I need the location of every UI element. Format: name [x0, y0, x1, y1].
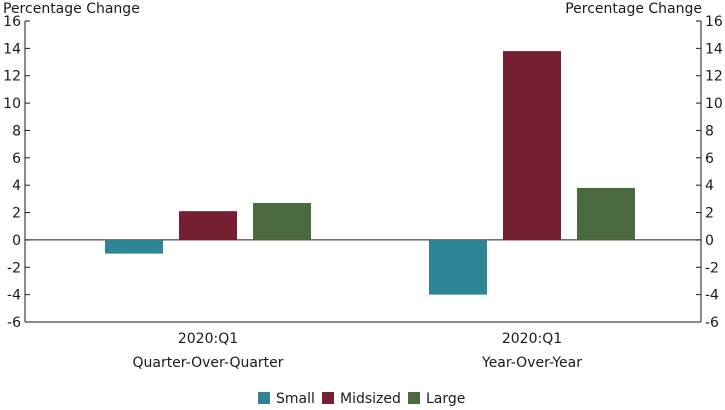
left-tick-label: 8 [12, 123, 21, 139]
bar-large-1 [253, 202, 311, 240]
right-tick-label: 4 [705, 178, 714, 194]
right-tick-label: -6 [705, 315, 719, 331]
right-tick-label: 14 [705, 41, 723, 57]
bar-small-2 [429, 239, 487, 295]
legend: Small Midsized Large [258, 391, 465, 407]
left-tick-label: 10 [3, 96, 21, 112]
bar-midsized-2 [503, 51, 561, 240]
left-tick-label: 0 [12, 233, 21, 249]
legend-swatch-large [408, 392, 420, 404]
legend-label-midsized: Midsized [340, 391, 401, 407]
right-tick-label: 12 [705, 69, 723, 85]
right-axis-title: Percentage Change [565, 1, 702, 17]
category-label-line1: 2020:Q1 [502, 331, 562, 347]
right-tick-label: 10 [705, 96, 723, 112]
right-tick-label: 2 [705, 206, 714, 222]
bar-small-1 [105, 239, 163, 254]
category-label-line2: Quarter-Over-Quarter [132, 355, 283, 371]
left-tick-label: 4 [12, 178, 21, 194]
right-tick-label: 0 [705, 233, 714, 249]
left-tick-label: 14 [3, 41, 21, 57]
legend-label-large: Large [426, 391, 465, 407]
left-tick-label: -4 [7, 288, 21, 304]
right-tick-label: 16 [705, 14, 723, 30]
category-label-line2: Year-Over-Year [481, 355, 582, 371]
category-label-line1: 2020:Q1 [178, 331, 238, 347]
legend-label-small: Small [276, 391, 315, 407]
right-tick-label: 6 [705, 151, 714, 167]
right-axis: -6 -4 -2 0 2 4 6 8 10 12 14 16 [696, 14, 723, 331]
left-tick-label: 16 [3, 14, 21, 30]
right-tick-label: -4 [705, 288, 719, 304]
plot-frame [24, 21, 702, 323]
legend-swatch-small [258, 392, 270, 404]
bar-large-2 [577, 187, 635, 240]
left-tick-label: -6 [7, 315, 21, 331]
category-labels: 2020:Q1 Quarter-Over-Quarter 2020:Q1 Year-O… [132, 331, 582, 371]
right-tick-label: 8 [705, 123, 714, 139]
legend-swatch-midsized [322, 392, 334, 404]
left-tick-label: -2 [7, 260, 21, 276]
right-tick-label: -2 [705, 260, 719, 276]
left-tick-label: 6 [12, 151, 21, 167]
bar-midsized-1 [179, 211, 237, 240]
left-tick-label: 2 [12, 206, 21, 222]
left-tick-label: 12 [3, 69, 21, 85]
bars-group [105, 51, 635, 295]
left-axis: -6 -4 -2 0 2 4 6 8 10 12 14 16 [3, 14, 30, 331]
left-axis-title: Percentage Change [3, 1, 140, 17]
